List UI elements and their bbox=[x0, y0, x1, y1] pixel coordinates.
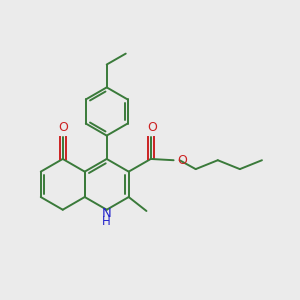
Text: O: O bbox=[58, 121, 68, 134]
Text: N: N bbox=[102, 207, 112, 220]
Text: O: O bbox=[147, 122, 157, 134]
Text: O: O bbox=[178, 154, 188, 167]
Text: H: H bbox=[102, 215, 111, 228]
